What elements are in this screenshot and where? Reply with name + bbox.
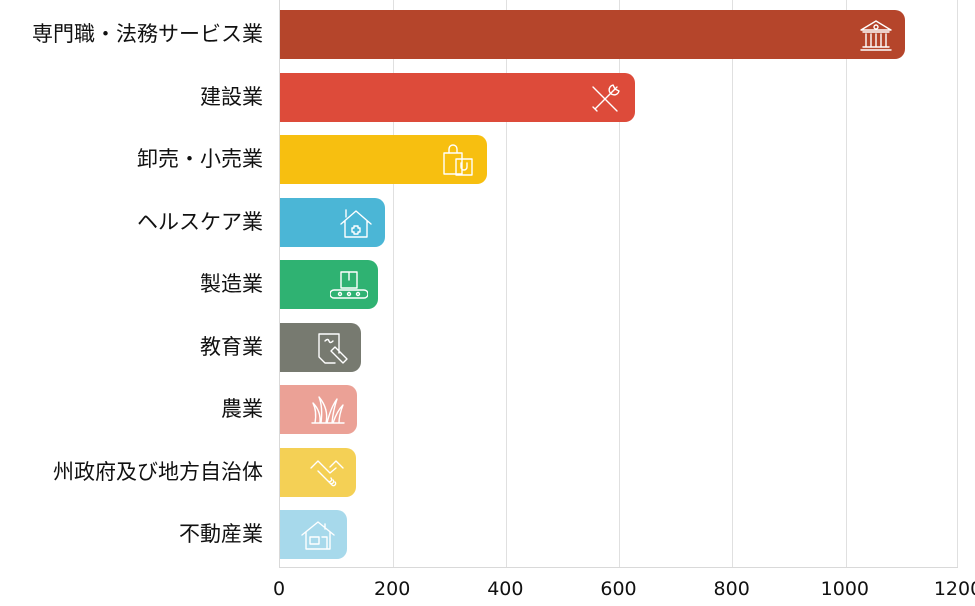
category-label: 卸売・小売業	[137, 147, 263, 171]
category-label: 製造業	[200, 272, 263, 296]
grass-icon	[311, 396, 345, 424]
bar-1	[280, 10, 905, 59]
gridline-200	[393, 0, 394, 567]
category-label: 不動産業	[179, 522, 263, 546]
bar-6	[280, 322, 361, 372]
gridline-800	[732, 0, 733, 567]
x-tick-label: 0	[272, 578, 286, 600]
x-tick-label: 1200	[933, 578, 975, 600]
x-tick-label: 800	[713, 578, 750, 600]
category-label: 教育業	[200, 334, 263, 359]
gridline-600	[619, 0, 620, 567]
shopping-bags-icon	[442, 144, 473, 176]
bar-5	[280, 260, 378, 309]
plot-area	[279, 0, 958, 568]
healthcare-house-icon	[340, 208, 372, 238]
bar-4	[280, 197, 386, 247]
handshake-icon	[310, 459, 345, 486]
courthouse-icon	[859, 20, 892, 51]
x-tick-label: 600	[600, 578, 637, 600]
gridline-1200	[957, 0, 958, 567]
category-label: 州政府及び地方自治体	[53, 459, 263, 484]
pen-paper-icon	[318, 332, 348, 364]
x-tick-label: 200	[374, 578, 411, 600]
x-tick-label: 400	[487, 578, 524, 600]
x-tick-label: 1000	[820, 578, 870, 600]
tools-icon	[592, 83, 621, 112]
category-label: 農業	[221, 397, 263, 421]
gridline-400	[506, 0, 507, 567]
category-label: 建設業	[200, 84, 263, 109]
gridline-1000	[846, 0, 847, 567]
bar-3	[280, 135, 487, 184]
bar-8	[280, 447, 357, 497]
category-label: 専門職・法務サービス業	[32, 22, 263, 46]
bar-9	[280, 510, 348, 559]
conveyor-belt-icon	[329, 271, 368, 299]
bar-2	[280, 72, 636, 122]
bar-7	[280, 385, 357, 434]
house-icon	[301, 521, 336, 550]
category-label: ヘルスケア業	[137, 209, 263, 234]
